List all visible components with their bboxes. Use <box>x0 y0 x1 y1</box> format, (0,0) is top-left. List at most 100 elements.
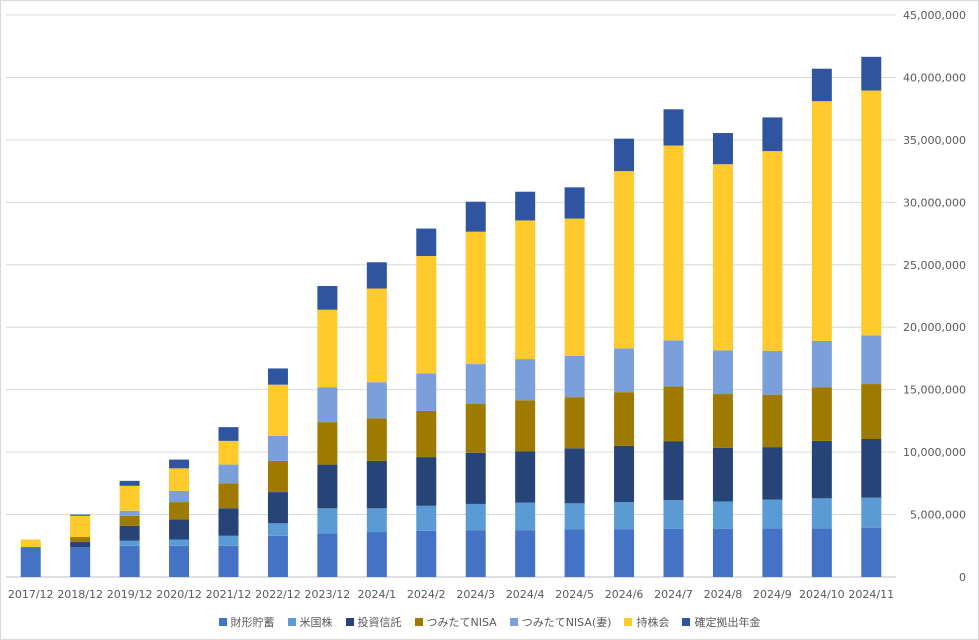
y-tick-label: 45,000,000 <box>903 9 966 22</box>
x-tick-label: 2024/1 <box>357 588 396 601</box>
bar-segment <box>564 529 585 577</box>
bar-segment <box>515 451 536 503</box>
bar-segment <box>515 191 536 221</box>
bar-segment <box>169 545 190 577</box>
bar-segment <box>861 335 882 385</box>
bar-segment <box>861 497 882 528</box>
y-tick-label: 40,000,000 <box>903 71 966 84</box>
bar-segment <box>416 228 437 257</box>
bar-segment <box>564 448 585 504</box>
bar-segment <box>762 350 783 395</box>
bar-segment <box>366 262 387 289</box>
legend-swatch <box>509 618 518 626</box>
x-tick-label: 2024/11 <box>848 588 894 601</box>
axes: 0 5,000,000 10,000,000 15,000,000 20,000,000… <box>8 9 966 601</box>
x-tick-label: 2017/12 <box>8 588 54 601</box>
legend-label: つみたてNISA(妻) <box>521 616 612 629</box>
bar-segment <box>465 404 486 453</box>
legend-item: つみたてNISA(妻) <box>509 614 612 630</box>
legend-item: 持株会 <box>624 614 669 630</box>
y-tick-label: 30,000,000 <box>903 196 966 209</box>
y-tick-label: 20,000,000 <box>903 321 966 334</box>
bar-segment <box>614 171 635 349</box>
bar-segment <box>267 460 288 493</box>
bar-segment <box>218 483 239 509</box>
bar-segment <box>663 109 684 146</box>
legend-label: 財形貯蓄 <box>230 616 275 629</box>
bar-segment <box>564 397 585 449</box>
legend-swatch <box>345 618 354 626</box>
x-tick-label: 2018/12 <box>57 588 103 601</box>
bar-segment <box>366 508 387 533</box>
legend: 財形貯蓄 米国株 投資信託 つみたてNISA つみたてNISA(妻) 持株会 確定拠出年金 <box>1 613 978 631</box>
bar-segment <box>811 440 832 499</box>
bar-segment <box>317 464 338 509</box>
bar-segment <box>169 459 190 469</box>
bar-segment <box>663 441 684 501</box>
bar-segment <box>811 387 832 441</box>
bar-segment <box>762 447 783 500</box>
bar-segment <box>20 547 41 577</box>
bar-segment <box>169 490 190 503</box>
bar-segment <box>564 218 585 356</box>
bar-segment <box>811 498 832 529</box>
x-tick-label: 2024/8 <box>704 588 743 601</box>
bar-segment <box>218 427 239 441</box>
x-tick-label: 2022/12 <box>255 588 301 601</box>
x-tick-label: 2021/12 <box>206 588 252 601</box>
bar-segment <box>70 515 91 538</box>
bar-segment <box>515 220 536 360</box>
bar-segment <box>762 151 783 351</box>
bar-segment <box>515 359 536 401</box>
bar-segment <box>663 500 684 529</box>
bar-segment <box>119 480 140 486</box>
bar-segment <box>218 535 239 546</box>
bar-segment <box>515 530 536 577</box>
bar-segment <box>317 309 338 388</box>
bars <box>20 56 882 577</box>
bar-segment <box>712 447 733 502</box>
bar-segment <box>614 445 635 503</box>
bar-segment <box>712 164 733 351</box>
bar-segment <box>119 510 140 516</box>
legend-swatch <box>218 618 227 626</box>
bar-segment <box>416 410 437 458</box>
bar-segment <box>366 288 387 383</box>
legend-label: 持株会 <box>636 616 670 629</box>
y-tick-label: 15,000,000 <box>903 384 966 397</box>
bar-segment <box>267 535 288 577</box>
bar-segment <box>169 539 190 546</box>
bar-segment <box>465 503 486 531</box>
bar-segment <box>614 348 635 393</box>
legend-label: 米国株 <box>299 616 333 629</box>
bar-segment <box>218 508 239 536</box>
legend-swatch <box>287 618 296 626</box>
bar-segment <box>70 514 91 516</box>
y-tick-label: 10,000,000 <box>903 446 966 459</box>
bar-segment <box>366 460 387 509</box>
bar-segment <box>70 542 91 548</box>
bar-segment <box>614 529 635 577</box>
legend-label: 投資信託 <box>357 616 402 629</box>
bar-segment <box>861 384 882 439</box>
bar-segment <box>267 384 288 436</box>
bar-segment <box>119 485 140 511</box>
bar-segment <box>614 502 635 530</box>
bar-segment <box>317 533 338 577</box>
legend-item: 米国株 <box>287 614 333 630</box>
y-tick-label: 35,000,000 <box>903 134 966 147</box>
bar-segment <box>465 452 486 504</box>
y-tick-label: 0 <box>959 571 966 584</box>
bar-segment <box>861 90 882 336</box>
legend-swatch <box>682 618 691 626</box>
bar-segment <box>119 515 140 526</box>
bar-segment <box>119 545 140 577</box>
bar-segment <box>811 68 832 102</box>
bar-segment <box>712 528 733 577</box>
bar-segment <box>762 394 783 448</box>
bar-segment <box>564 503 585 530</box>
bar-segment <box>811 528 832 577</box>
bar-segment <box>762 117 783 152</box>
bar-segment <box>218 440 239 465</box>
bar-segment <box>465 231 486 365</box>
